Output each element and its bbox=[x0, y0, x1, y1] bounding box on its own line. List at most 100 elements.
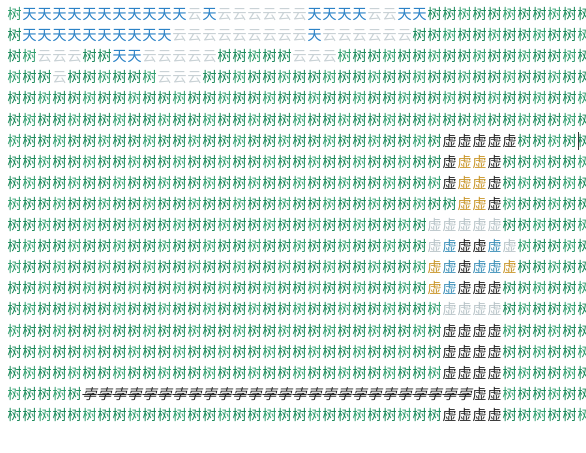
seed-tile[interactable]: 孛 bbox=[277, 386, 292, 403]
tree-tile[interactable]: 树 bbox=[367, 133, 382, 150]
tree-tile[interactable]: 树 bbox=[187, 302, 202, 319]
tree-tile[interactable]: 树 bbox=[22, 302, 37, 319]
tree-tile[interactable]: 树 bbox=[442, 28, 457, 45]
tree-tile[interactable]: 树 bbox=[187, 260, 202, 277]
tree-tile[interactable]: 树 bbox=[127, 154, 142, 171]
tree-tile[interactable]: 树 bbox=[202, 133, 217, 150]
tree-tile[interactable]: 树 bbox=[427, 154, 442, 171]
tree-tile[interactable]: 树 bbox=[532, 386, 547, 403]
tree-tile[interactable]: 树 bbox=[412, 365, 427, 382]
tree-tile[interactable]: 树 bbox=[97, 91, 112, 108]
tree-tile[interactable]: 树 bbox=[157, 218, 172, 234]
tree-tile[interactable]: 树 bbox=[52, 281, 67, 298]
tree-tile[interactable]: 树 bbox=[307, 196, 322, 213]
tree-tile[interactable]: 树 bbox=[487, 91, 502, 108]
tree-tile[interactable]: 树 bbox=[562, 91, 577, 108]
cloud-tile[interactable]: 云 bbox=[367, 28, 382, 45]
tree-tile[interactable]: 树 bbox=[562, 175, 577, 192]
tree-tile[interactable]: 树 bbox=[352, 260, 367, 277]
tree-tile[interactable]: 树 bbox=[397, 260, 412, 277]
tree-tile[interactable]: 树 bbox=[157, 323, 172, 340]
tree-tile[interactable]: 树 bbox=[232, 323, 247, 340]
tree-tile[interactable]: 树 bbox=[7, 323, 22, 340]
tree-tile[interactable]: 树 bbox=[82, 133, 97, 150]
cloud-tile[interactable]: 云 bbox=[157, 70, 172, 87]
tree-tile[interactable]: 树 bbox=[112, 239, 127, 256]
tree-tile[interactable]: 树 bbox=[457, 49, 472, 66]
tree-tile[interactable]: 树 bbox=[97, 260, 112, 277]
sky-tile[interactable]: 天 bbox=[52, 28, 67, 45]
void-tile[interactable]: 虚 bbox=[472, 344, 487, 361]
tree-tile[interactable]: 树 bbox=[172, 302, 187, 319]
tree-tile[interactable]: 树 bbox=[412, 70, 427, 87]
sky-tile[interactable]: 天 bbox=[127, 49, 142, 66]
tree-tile[interactable]: 树 bbox=[442, 196, 457, 213]
tree-tile[interactable]: 树 bbox=[142, 218, 157, 234]
tree-tile[interactable]: 树 bbox=[127, 112, 142, 129]
tree-tile[interactable]: 树 bbox=[97, 154, 112, 171]
tree-tile[interactable]: 树 bbox=[232, 49, 247, 66]
tree-tile[interactable]: 树 bbox=[127, 407, 142, 424]
tree-tile[interactable]: 树 bbox=[157, 154, 172, 171]
tree-tile[interactable]: 树 bbox=[7, 91, 22, 108]
tree-tile[interactable]: 树 bbox=[172, 133, 187, 150]
void-tile-faded[interactable]: 虚 bbox=[427, 218, 442, 234]
seed-tile[interactable]: 孛 bbox=[262, 386, 277, 403]
tree-tile[interactable]: 树 bbox=[352, 133, 367, 150]
tree-tile[interactable]: 树 bbox=[442, 7, 457, 23]
seed-tile[interactable]: 孛 bbox=[232, 386, 247, 403]
cloud-tile[interactable]: 云 bbox=[37, 49, 52, 66]
tree-tile[interactable]: 树 bbox=[412, 91, 427, 108]
tree-tile[interactable]: 树 bbox=[172, 218, 187, 234]
tree-tile[interactable]: 树 bbox=[112, 302, 127, 319]
tree-tile[interactable]: 树 bbox=[382, 70, 397, 87]
tree-tile[interactable]: 树 bbox=[67, 175, 82, 192]
tree-tile[interactable]: 树 bbox=[187, 218, 202, 234]
tree-tile[interactable]: 树 bbox=[322, 154, 337, 171]
tree-tile[interactable]: 树 bbox=[517, 239, 532, 256]
tree-tile[interactable]: 树 bbox=[67, 112, 82, 129]
tree-tile[interactable]: 树 bbox=[367, 112, 382, 129]
void-tile[interactable]: 虚 bbox=[487, 154, 502, 171]
void-tile[interactable]: 虚 bbox=[442, 323, 457, 340]
tree-tile[interactable]: 树 bbox=[502, 28, 517, 45]
tree-tile[interactable]: 树 bbox=[112, 344, 127, 361]
tree-tile[interactable]: 树 bbox=[532, 365, 547, 382]
tree-tile[interactable]: 树 bbox=[517, 407, 532, 424]
cloud-tile[interactable]: 云 bbox=[352, 28, 367, 45]
cloud-tile[interactable]: 云 bbox=[202, 28, 217, 45]
tree-tile[interactable]: 树 bbox=[142, 239, 157, 256]
tree-tile[interactable]: 树 bbox=[262, 154, 277, 171]
tree-tile[interactable]: 树 bbox=[67, 386, 82, 403]
tree-tile[interactable]: 树 bbox=[172, 239, 187, 256]
tree-tile[interactable]: 树 bbox=[52, 91, 67, 108]
sky-tile[interactable]: 天 bbox=[37, 7, 52, 23]
tree-tile[interactable]: 树 bbox=[307, 112, 322, 129]
tree-tile[interactable]: 树 bbox=[172, 407, 187, 424]
tree-tile[interactable]: 树 bbox=[427, 175, 442, 192]
void-tile-gold[interactable]: 虚 bbox=[472, 175, 487, 192]
tree-tile[interactable]: 树 bbox=[292, 239, 307, 256]
tree-tile[interactable]: 树 bbox=[142, 112, 157, 129]
tree-tile[interactable]: 树 bbox=[7, 28, 22, 45]
tree-tile[interactable]: 树 bbox=[22, 133, 37, 150]
tree-tile[interactable]: 树 bbox=[52, 239, 67, 256]
cloud-tile[interactable]: 云 bbox=[292, 7, 307, 23]
tree-tile[interactable]: 树 bbox=[142, 323, 157, 340]
tree-tile[interactable]: 树 bbox=[577, 365, 586, 382]
cloud-tile[interactable]: 云 bbox=[277, 7, 292, 23]
tree-tile[interactable]: 树 bbox=[292, 281, 307, 298]
tree-tile[interactable]: 树 bbox=[82, 91, 97, 108]
void-tile[interactable]: 虚 bbox=[487, 323, 502, 340]
tree-tile[interactable]: 树 bbox=[472, 7, 487, 23]
tree-tile[interactable]: 树 bbox=[82, 260, 97, 277]
void-tile[interactable]: 虚 bbox=[472, 133, 487, 150]
tree-tile[interactable]: 树 bbox=[457, 28, 472, 45]
tree-tile[interactable]: 树 bbox=[322, 218, 337, 234]
tree-tile[interactable]: 树 bbox=[157, 281, 172, 298]
tree-tile[interactable]: 树 bbox=[142, 365, 157, 382]
tree-tile[interactable]: 树 bbox=[412, 196, 427, 213]
tree-tile[interactable]: 树 bbox=[112, 281, 127, 298]
tree-tile[interactable]: 树 bbox=[82, 112, 97, 129]
void-tile[interactable]: 虚 bbox=[502, 133, 517, 150]
